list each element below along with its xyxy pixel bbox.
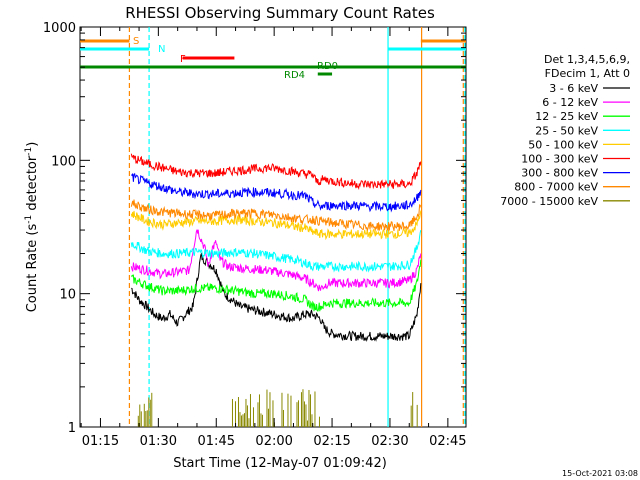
y-tick-label: 100: [51, 154, 76, 169]
y-axis-label-sup1: -1: [24, 215, 34, 224]
x-tick-label: 01:30: [140, 434, 177, 449]
flag-bar-label: RD4: [284, 70, 305, 81]
flag-bars: S N F RD0 RD4: [80, 36, 466, 81]
y-axis-label-end: ): [25, 142, 40, 147]
legend-entry-label: 12 - 25 keV: [535, 110, 598, 123]
y-axis-label-mid: detector: [25, 155, 40, 215]
x-ticks: 01:15 01:30 01:45 02:00 02:15 02:30 02:45: [80, 27, 467, 449]
x-tick-label: 02:45: [429, 434, 466, 449]
x-tick-label: 02:30: [371, 434, 408, 449]
x-tick-label: 01:15: [82, 434, 119, 449]
y-tick-label: 1000: [43, 21, 76, 36]
flag-bar-label: S: [133, 36, 139, 47]
legend-entry-label: 6 - 12 keV: [542, 96, 598, 109]
flag-bar-label: RD0: [317, 61, 338, 72]
legend-entry-label: 100 - 300 keV: [521, 153, 598, 166]
x-tick-label: 02:00: [255, 434, 292, 449]
legend-entry-label: 3 - 6 keV: [549, 82, 598, 95]
chart-title: RHESSI Observing Summary Count Rates: [125, 4, 435, 22]
legend-header-line-2: FDecim 1, Att 0: [545, 67, 630, 80]
y-axis-label-sup2: -1: [24, 147, 34, 156]
legend-entry-label: 50 - 100 keV: [528, 138, 598, 151]
y-tick-label: 1: [68, 421, 76, 436]
y-ticks: 1 10 100 1000: [43, 21, 466, 436]
legend-entry-label: 25 - 50 keV: [535, 124, 598, 137]
x-tick-label: 01:45: [198, 434, 235, 449]
plot-area: S N F RD0 RD4 1 10 100 1000 01:15 01:30 01:45 02:0…: [43, 21, 467, 449]
legend-entry-label: 800 - 7000 keV: [514, 181, 598, 194]
y-axis-label: Count Rate (s-1 detector-1): [24, 142, 40, 313]
legend-header-line-1: Det 1,3,4,5,6,9,: [544, 53, 630, 66]
series-line: [130, 259, 422, 312]
legend: Det 1,3,4,5,6,9, FDecim 1, Att 0 3 - 6 k…: [500, 53, 630, 208]
series-line: [130, 199, 422, 232]
baseline-bursts: [137, 389, 418, 427]
y-tick-label: 10: [59, 288, 76, 303]
series-line: [130, 172, 422, 213]
legend-entry-label: 7000 - 15000 keV: [500, 195, 598, 208]
flag-bar-label: N: [158, 44, 165, 55]
series-line: [130, 210, 422, 241]
flag-bar-label: F: [180, 54, 186, 65]
x-tick-label: 02:15: [313, 434, 350, 449]
footer-timestamp: 15-Oct-2021 03:08: [562, 469, 638, 478]
legend-entry-label: 300 - 800 keV: [521, 167, 598, 180]
series-line: [131, 251, 422, 343]
series-line: [130, 153, 422, 190]
y-axis-label-main: Count Rate (s: [25, 224, 40, 313]
series-line: [130, 229, 422, 273]
series-lines: [130, 153, 422, 343]
series-line: [130, 229, 422, 292]
x-axis-label: Start Time (12-May-07 01:09:42): [173, 456, 387, 471]
